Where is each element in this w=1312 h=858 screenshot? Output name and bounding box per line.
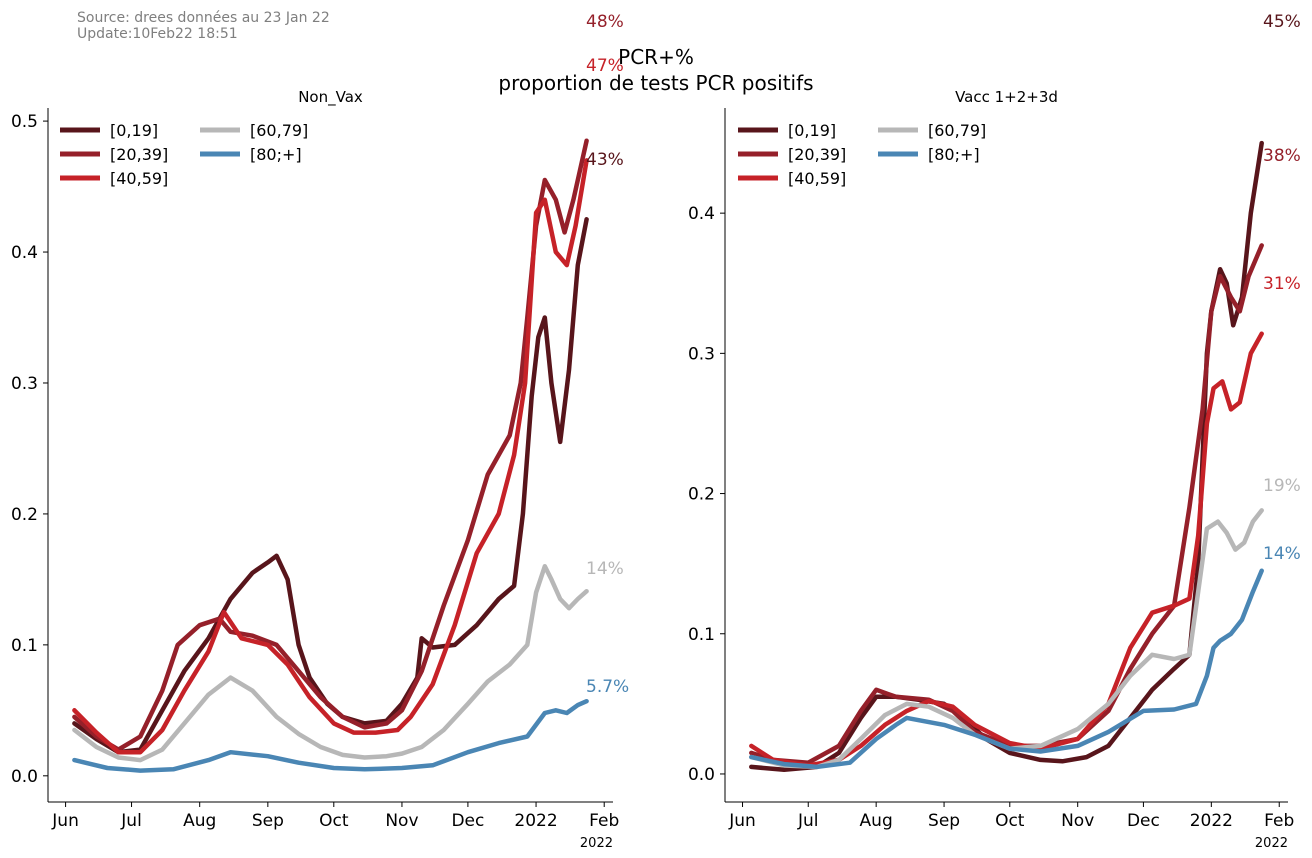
subplot-title: Non_Vax: [298, 88, 363, 107]
chart-panel-left: 0.0 0.1 0.2 0.3 0.4 0.5 Jun Jul Aug Sep Oct Nov Dec 2…: [11, 12, 629, 851]
y-tick-label: 0.3: [11, 374, 38, 394]
end-value-label: 31%: [1263, 274, 1301, 294]
x-tick-label: Feb: [1264, 811, 1294, 831]
x-tick-label: Aug: [860, 811, 893, 831]
x-tick-label: Aug: [183, 811, 216, 831]
x-tick-label: Sep: [928, 811, 960, 831]
update-text: Update:10Feb22 18:51: [77, 26, 238, 42]
source-text: Source: drees données au 23 Jan 22: [77, 10, 330, 26]
x-tick-label: Jun: [728, 811, 756, 831]
y-tick-label: 0.5: [11, 112, 38, 132]
end-value-label: 19%: [1263, 476, 1301, 496]
figure-subtitle: proportion de tests PCR positifs: [498, 71, 814, 95]
x-tick-label: Jul: [797, 811, 819, 831]
x-tick-label: 2022: [514, 811, 557, 831]
figure-title: PCR+%: [618, 45, 694, 69]
x-tick-label: Feb: [589, 811, 619, 831]
legend-label: [60,79]: [250, 121, 308, 140]
y-tick-label: 0.2: [688, 485, 715, 505]
end-value-label: 5.7%: [586, 677, 629, 697]
x-year-label: 2022: [580, 836, 613, 851]
chart-panel-right: 0.0 0.1 0.2 0.3 0.4 Jun Jul Aug Sep Oct Nov Dec 2022…: [688, 12, 1301, 851]
legend: [0,19] [20,39] [40,59] [60,79] [80;+]: [60, 121, 308, 188]
x-tick-label: Jun: [51, 811, 79, 831]
legend-label: [80;+]: [250, 145, 302, 164]
series-line-80: [72, 698, 589, 773]
series-line-60-79: [749, 508, 1264, 770]
x-tick-label: Dec: [1127, 811, 1160, 831]
x-tick-label: Nov: [1061, 811, 1094, 831]
y-tick-label: 0.2: [11, 505, 38, 525]
end-value-label: 48%: [586, 12, 624, 32]
legend-label: [20,39]: [788, 145, 846, 164]
y-tick-label: 0.4: [688, 204, 715, 224]
series-line-20-39: [72, 138, 589, 752]
legend-label: [20,39]: [110, 145, 168, 164]
end-value-label: 38%: [1263, 146, 1301, 166]
series-line-40-59: [72, 158, 589, 755]
x-tick-label: Jul: [120, 811, 142, 831]
y-tick-label: 0.1: [11, 636, 38, 656]
subplot-title: Vacc 1+2+3d: [955, 88, 1058, 106]
end-value-label: 43%: [586, 150, 624, 170]
y-tick-label: 0.1: [688, 625, 715, 645]
x-tick-label: Oct: [319, 811, 349, 831]
legend-label: [80;+]: [928, 145, 980, 164]
end-value-label: 47%: [586, 56, 624, 76]
legend-label: [0,19]: [788, 121, 836, 140]
series-line-0-19: [72, 217, 589, 755]
end-value-label: 14%: [1263, 544, 1301, 564]
legend: [0,19] [20,39] [40,59] [60,79] [80;+]: [738, 121, 986, 188]
source-note: Source: drees données au 23 Jan 22 Updat…: [77, 10, 330, 42]
end-value-label: 45%: [1263, 12, 1301, 32]
legend-label: [60,79]: [928, 121, 986, 140]
series-line-20-39: [749, 243, 1264, 765]
legend-label: [0,19]: [110, 121, 158, 140]
series-line-40-59: [749, 331, 1264, 768]
legend-label: [40,59]: [110, 169, 168, 188]
y-tick-label: 0.0: [688, 765, 715, 785]
end-value-label: 14%: [586, 559, 624, 579]
x-tick-label: Sep: [252, 811, 284, 831]
series-line-80: [749, 568, 1264, 770]
x-year-label: 2022: [1255, 836, 1288, 851]
y-tick-label: 0.3: [688, 344, 715, 364]
y-tick-label: 0.0: [11, 767, 38, 787]
x-tick-label: Nov: [385, 811, 418, 831]
series-line-0-19: [749, 140, 1264, 773]
series-line-60-79: [72, 564, 589, 763]
x-tick-label: Oct: [995, 811, 1025, 831]
y-tick-label: 0.4: [11, 243, 38, 263]
x-tick-label: Dec: [451, 811, 484, 831]
x-tick-label: 2022: [1190, 811, 1233, 831]
legend-label: [40,59]: [788, 169, 846, 188]
